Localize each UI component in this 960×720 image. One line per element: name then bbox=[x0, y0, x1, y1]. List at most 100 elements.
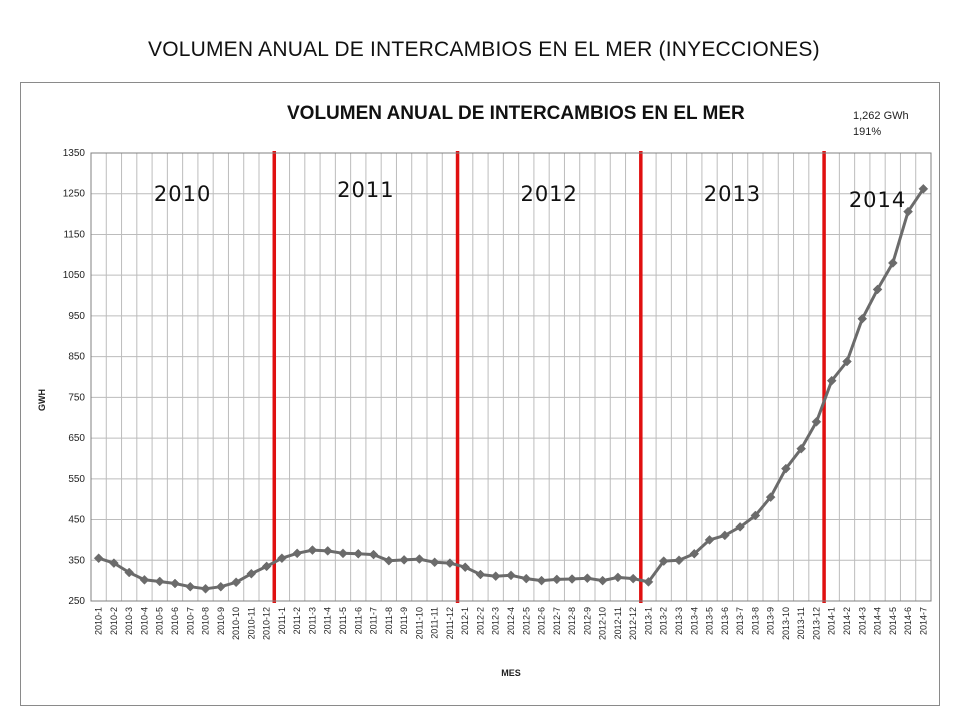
y-tick-label: 850 bbox=[68, 352, 85, 363]
y-tick-label: 650 bbox=[68, 433, 85, 444]
x-tick-label: 2010-1 bbox=[94, 607, 104, 635]
chart-title: VOLUMEN ANUAL DE INTERCAMBIOS EN EL MER bbox=[287, 103, 745, 124]
x-tick-label: 2012-8 bbox=[567, 607, 577, 635]
x-tick-label: 2010-5 bbox=[155, 607, 165, 635]
x-tick-label: 2014-5 bbox=[888, 607, 898, 635]
data-point bbox=[872, 284, 883, 295]
year-labels: 2010 2011 2012 2013 2014 bbox=[154, 178, 906, 212]
x-tick-label: 2011-12 bbox=[445, 607, 455, 639]
data-point bbox=[811, 416, 822, 427]
x-tick-label: 2011-11 bbox=[430, 607, 440, 639]
data-point bbox=[658, 556, 669, 566]
year-label: 2014 bbox=[849, 188, 906, 212]
x-tick-label: 2012-9 bbox=[582, 607, 592, 635]
x-tick-label: 2013-10 bbox=[781, 607, 791, 640]
data-point bbox=[170, 578, 180, 589]
data-point bbox=[139, 574, 150, 585]
data-point bbox=[383, 555, 394, 566]
x-tick-label: 2013-8 bbox=[750, 607, 760, 635]
data-point bbox=[704, 535, 715, 545]
x-tick-label: 2012-11 bbox=[613, 607, 623, 639]
annotation-total: 1,262 GWh bbox=[853, 110, 909, 122]
grid bbox=[90, 152, 932, 602]
data-point bbox=[185, 581, 196, 592]
y-tick-label: 1050 bbox=[63, 270, 86, 281]
x-tick-label: 2013-9 bbox=[766, 607, 776, 635]
x-tick-label: 2011-8 bbox=[384, 607, 394, 634]
x-axis-label: MES bbox=[501, 668, 521, 678]
x-tick-label: 2010-2 bbox=[109, 607, 119, 635]
x-tick-label: 2012-5 bbox=[521, 607, 531, 635]
x-tick-label: 2012-2 bbox=[475, 607, 485, 635]
data-point bbox=[567, 574, 577, 584]
x-tick-label: 2013-12 bbox=[811, 607, 821, 640]
data-point bbox=[292, 548, 303, 559]
series-line bbox=[98, 187, 925, 591]
data-point bbox=[796, 443, 807, 454]
data-point bbox=[597, 575, 608, 586]
x-tick-label: 2013-6 bbox=[720, 607, 730, 635]
x-tick-label: 2014-3 bbox=[857, 607, 867, 635]
x-tick-label: 2011-9 bbox=[399, 607, 409, 634]
data-point bbox=[353, 548, 364, 559]
x-tick-label: 2013-4 bbox=[689, 607, 699, 635]
y-tick-label: 950 bbox=[68, 311, 85, 322]
data-point bbox=[429, 557, 440, 568]
data-point bbox=[414, 554, 425, 564]
y-tick-label: 1150 bbox=[63, 229, 85, 240]
x-tick-label: 2010-10 bbox=[231, 607, 241, 640]
x-tick-label: 2014-6 bbox=[903, 607, 913, 635]
line-chart: VOLUMEN ANUAL DE INTERCAMBIOS EN EL MER … bbox=[37, 103, 932, 678]
x-tick-label: 2014-4 bbox=[873, 607, 883, 635]
x-tick-label: 2012-10 bbox=[598, 607, 608, 640]
y-tick-label: 550 bbox=[68, 474, 85, 485]
data-point bbox=[857, 313, 868, 324]
data-point bbox=[322, 546, 333, 556]
data-point bbox=[506, 570, 516, 581]
x-tick-label: 2012-3 bbox=[491, 607, 501, 635]
x-tick-label: 2010-4 bbox=[139, 607, 149, 635]
axes: 250 350 450 550 650 750 850 950 1050 1150 1250 1350… bbox=[63, 148, 932, 640]
data-point bbox=[781, 463, 791, 474]
year-dividers bbox=[272, 151, 826, 603]
x-tick-label: 2010-8 bbox=[201, 607, 211, 635]
y-axis-label: GWH bbox=[37, 389, 47, 411]
data-point bbox=[109, 558, 119, 568]
x-tick-label: 2011-4 bbox=[323, 607, 333, 634]
x-tick-label: 2010-3 bbox=[124, 607, 134, 635]
data-point bbox=[200, 583, 211, 594]
x-tick-label: 2012-12 bbox=[628, 607, 638, 640]
data-point bbox=[765, 492, 776, 502]
x-tick-label: 2013-7 bbox=[735, 607, 745, 635]
data-point bbox=[674, 555, 684, 566]
data-point bbox=[460, 562, 471, 573]
year-label: 2012 bbox=[520, 182, 577, 206]
y-tick-label: 250 bbox=[68, 596, 85, 607]
x-tick-label: 2012-7 bbox=[552, 607, 562, 635]
data-point bbox=[307, 545, 318, 555]
x-tick-label: 2010-11 bbox=[246, 607, 256, 639]
data-point bbox=[338, 548, 348, 559]
data-point bbox=[93, 553, 104, 564]
data-point bbox=[231, 577, 241, 588]
y-tick-label: 1350 bbox=[63, 148, 86, 159]
plot-area-border bbox=[90, 152, 932, 602]
data-point bbox=[689, 548, 700, 559]
data-point bbox=[903, 206, 913, 217]
slide-title: VOLUMEN ANUAL DE INTERCAMBIOS EN EL MER … bbox=[148, 38, 820, 61]
year-label: 2011 bbox=[337, 178, 394, 202]
x-tick-label: 2014-2 bbox=[842, 607, 852, 635]
y-tick-label: 750 bbox=[68, 392, 85, 403]
year-label: 2013 bbox=[704, 182, 761, 206]
x-tick-label: 2011-10 bbox=[414, 607, 424, 639]
x-tick-label: 2010-6 bbox=[170, 607, 180, 635]
annotation-percent: 191% bbox=[853, 126, 881, 138]
data-point bbox=[887, 258, 898, 268]
data-point bbox=[628, 573, 639, 584]
y-tick-label: 350 bbox=[68, 555, 85, 566]
data-point bbox=[261, 561, 272, 572]
x-tick-label: 2013-11 bbox=[796, 607, 806, 639]
data-point bbox=[277, 553, 287, 564]
data-point bbox=[735, 522, 745, 532]
data-point bbox=[551, 574, 562, 585]
